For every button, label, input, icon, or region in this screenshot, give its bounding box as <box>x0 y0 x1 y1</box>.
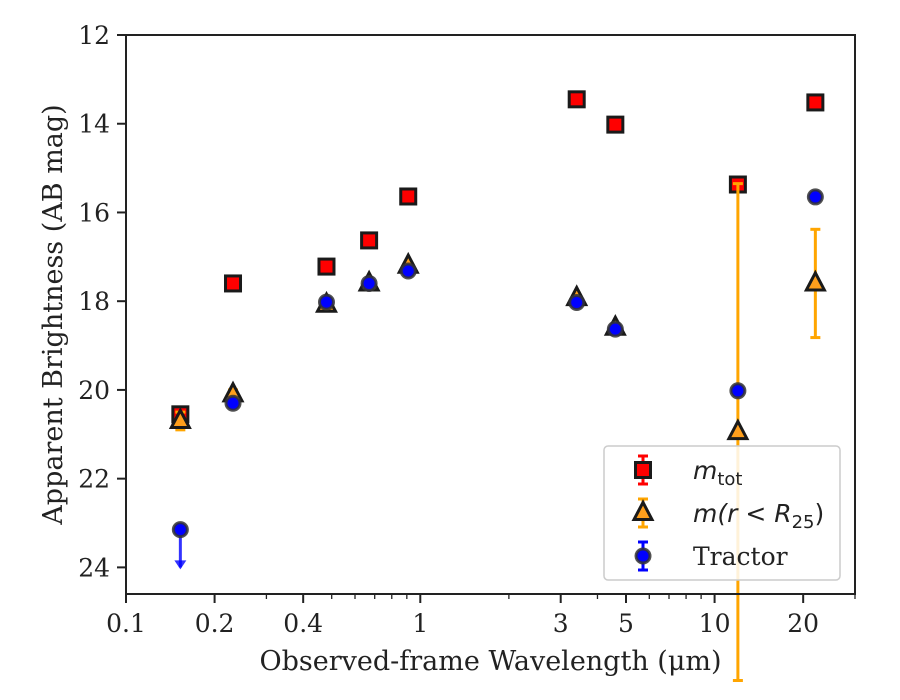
mtot-point <box>224 274 243 293</box>
y-tick-label: 20 <box>78 376 110 405</box>
series-mr25 <box>168 182 827 683</box>
x-tick-label: 20 <box>787 609 819 638</box>
x-tick-label: 0.1 <box>106 609 146 638</box>
legend-label: m(r < R25) <box>693 499 824 533</box>
y-tick-label: 16 <box>78 198 110 227</box>
legend-item-mr25: m(r < R25) <box>631 497 824 533</box>
tractor-point <box>568 294 586 312</box>
axis-ticks: 0.1 0.2 0.4 1 3 5 10 20 12 14 16 18 20 22 24 <box>78 21 856 638</box>
tractor-point <box>729 382 747 400</box>
x-tick-label: 0.2 <box>195 609 235 638</box>
y-tick-label: 12 <box>78 21 110 50</box>
mtot-point <box>399 187 418 206</box>
legend-marker <box>631 499 655 521</box>
x-tick-label: 1 <box>412 609 428 638</box>
tractor-point <box>606 320 624 338</box>
tractor-point <box>399 262 417 280</box>
legend: mtot m(r < R25) Tractor <box>603 445 841 581</box>
x-tick-label: 3 <box>553 609 569 638</box>
tractor-point <box>224 394 242 412</box>
series-mtot <box>171 90 825 424</box>
mtot-point <box>606 115 625 134</box>
y-tick-label: 18 <box>78 287 110 316</box>
tractor-point <box>806 188 824 206</box>
x-tick-label: 10 <box>699 609 731 638</box>
legend-marker <box>634 547 652 565</box>
legend-label: mtot <box>693 456 743 490</box>
mtot-point <box>806 93 825 112</box>
mtot-point <box>317 257 336 276</box>
y-tick-label: 22 <box>78 465 110 494</box>
x-axis-label: Observed-frame Wavelength (μm) <box>259 646 721 677</box>
tractor-point <box>171 521 189 539</box>
tractor-point <box>317 293 335 311</box>
legend-box <box>603 445 841 581</box>
legend-item-mtot: mtot <box>634 454 743 490</box>
plot-frame <box>125 34 856 595</box>
data-marks <box>168 90 827 683</box>
tractor-point <box>360 274 378 292</box>
mr25-point <box>803 269 827 292</box>
series-tractor <box>171 188 824 570</box>
legend-label: Tractor <box>693 542 788 571</box>
x-tick-label: 5 <box>618 609 634 638</box>
tractor-limit-arrow <box>174 560 187 570</box>
y-axis-label: Apparent Brightness (AB mag) <box>38 104 69 525</box>
legend-marker <box>634 461 652 479</box>
mtot-point <box>567 90 586 109</box>
x-tick-label: 0.4 <box>283 609 323 638</box>
y-tick-label: 14 <box>78 110 110 139</box>
mr25-point <box>726 418 750 441</box>
mr25-point <box>168 407 192 429</box>
mtot-point <box>360 231 379 250</box>
y-tick-label: 24 <box>78 553 110 582</box>
legend-item-tractor: Tractor <box>634 540 788 572</box>
